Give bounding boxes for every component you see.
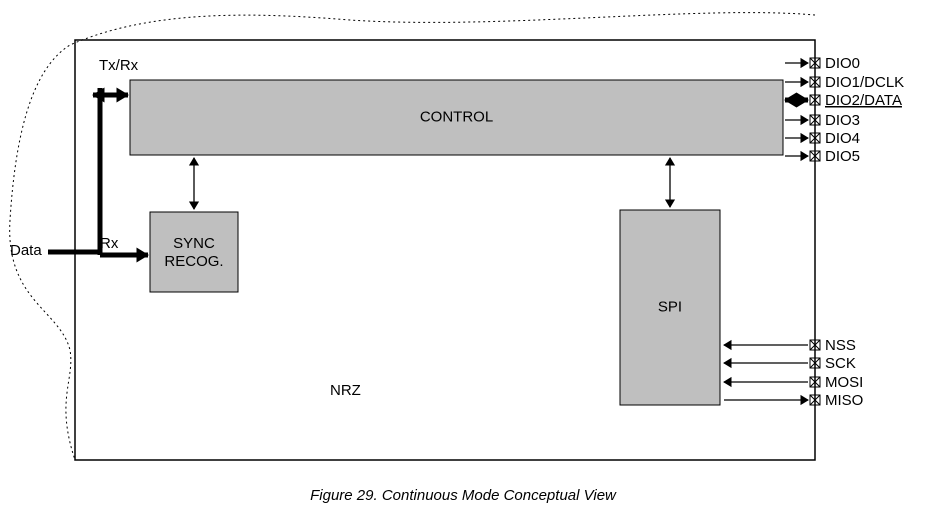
pin-label-miso: MISO: [825, 392, 863, 409]
pin-label-dio2: DIO2/DATA: [825, 92, 902, 109]
txrx-label: Tx/Rx: [99, 57, 139, 74]
pin-label-dio3: DIO3: [825, 112, 860, 129]
sync-label: SYNCRECOG.: [164, 235, 223, 270]
rx-label: Rx: [100, 235, 119, 252]
pin-label-dio1: DIO1/DCLK: [825, 74, 904, 91]
pin-label-dio4: DIO4: [825, 130, 860, 147]
spi-label: SPI: [658, 298, 682, 315]
pin-label-dio5: DIO5: [825, 148, 860, 165]
pin-label-sck: SCK: [825, 355, 856, 372]
figure-caption: Figure 29. Continuous Mode Conceptual Vi…: [310, 487, 617, 504]
nrz-label: NRZ: [330, 382, 361, 399]
data-label: Data: [10, 242, 42, 259]
pin-label-nss: NSS: [825, 337, 856, 354]
pin-label-dio0: DIO0: [825, 55, 860, 72]
pin-label-mosi: MOSI: [825, 374, 863, 391]
control-label: CONTROL: [420, 108, 493, 125]
